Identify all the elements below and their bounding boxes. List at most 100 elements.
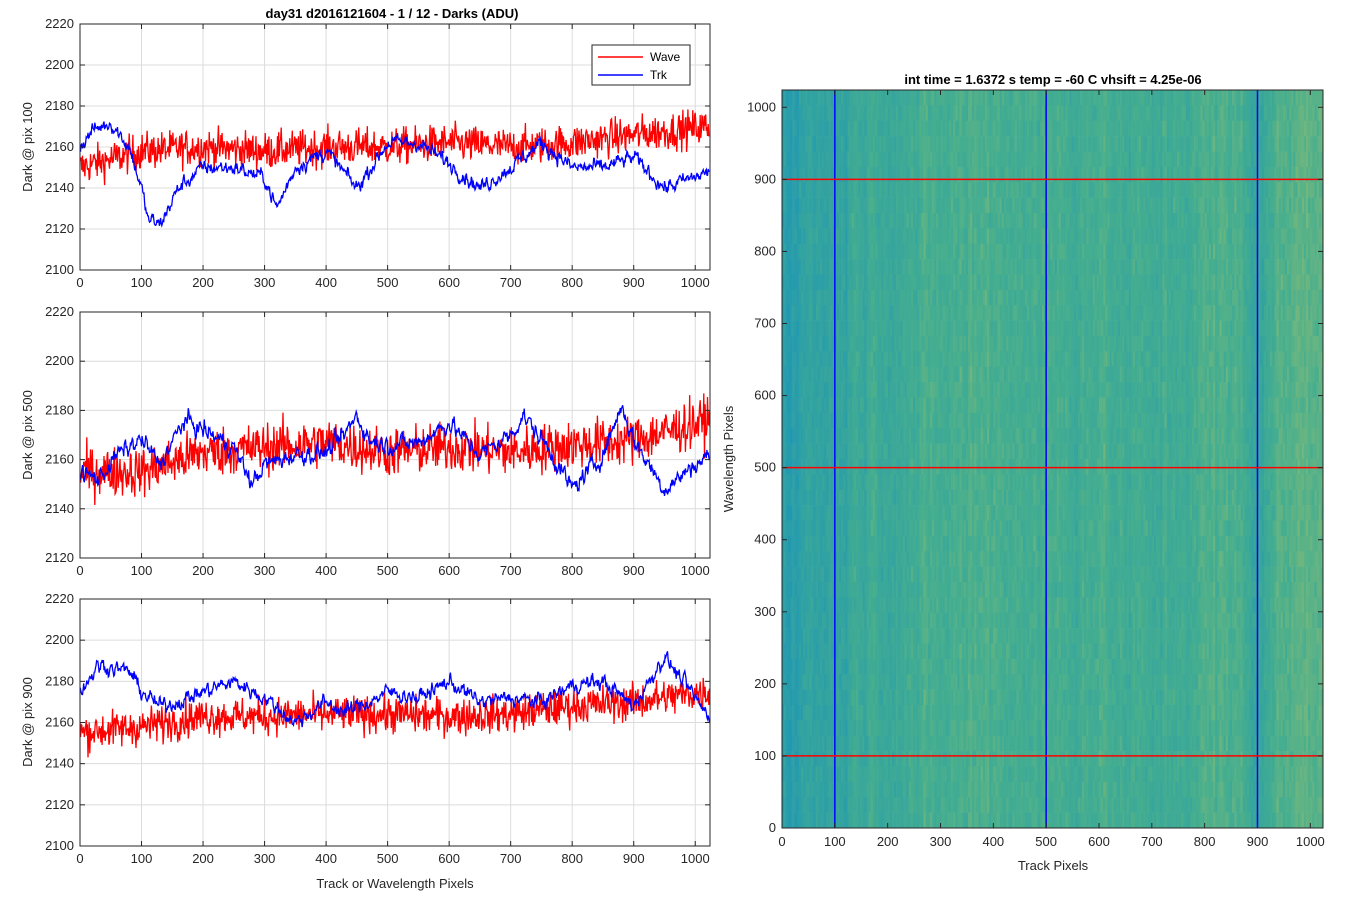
heatmap-cell bbox=[866, 151, 869, 168]
heatmap-cell bbox=[921, 259, 924, 275]
heatmap-cell bbox=[1208, 228, 1212, 245]
heatmap-cell bbox=[794, 274, 798, 291]
heatmap-cell bbox=[1147, 197, 1151, 214]
heatmap-cell bbox=[1194, 274, 1197, 291]
heatmap-cell bbox=[1187, 120, 1191, 137]
heatmap-cell bbox=[972, 259, 975, 275]
heatmap-cell bbox=[1272, 259, 1275, 275]
heatmap-cell bbox=[1105, 90, 1108, 106]
heatmap-cell bbox=[1113, 289, 1117, 306]
heatmap-cell bbox=[1232, 259, 1235, 275]
heatmap-cell bbox=[1257, 305, 1260, 321]
heatmap-cell bbox=[1048, 320, 1051, 337]
heatmap-cell bbox=[944, 366, 948, 383]
heatmap-cell bbox=[982, 197, 986, 214]
heatmap-cell bbox=[1276, 336, 1279, 352]
heatmap-cell bbox=[1268, 182, 1271, 198]
heatmap-cell bbox=[807, 289, 810, 306]
heatmap-cell bbox=[881, 90, 884, 106]
heatmap-cell bbox=[1238, 105, 1241, 122]
heatmap-cell bbox=[1122, 197, 1125, 214]
heatmap-cell bbox=[1101, 105, 1104, 122]
heatmap-cell bbox=[1086, 289, 1089, 306]
heatmap-cell bbox=[1238, 320, 1241, 337]
heatmap-cell bbox=[1014, 120, 1017, 137]
heatmap-cell bbox=[879, 336, 882, 352]
heatmap-cell bbox=[1263, 105, 1267, 122]
heatmap-cell bbox=[1191, 105, 1195, 122]
heatmap-cell bbox=[993, 243, 996, 260]
heatmap-cell bbox=[906, 120, 910, 137]
heatmap-cell bbox=[792, 289, 795, 306]
heatmap-cell bbox=[898, 259, 901, 275]
y-tick-label: 2220 bbox=[45, 304, 74, 319]
heatmap-cell bbox=[1166, 320, 1170, 337]
heatmap-cell bbox=[1035, 351, 1038, 368]
heatmap-cell bbox=[877, 320, 880, 337]
heatmap-cell bbox=[853, 166, 857, 183]
heatmap-cell bbox=[959, 243, 962, 260]
heatmap-cell bbox=[847, 182, 850, 198]
heatmap-cell bbox=[980, 366, 984, 383]
heatmap-cell bbox=[1225, 336, 1229, 352]
heatmap-cell bbox=[993, 351, 996, 368]
heatmap-cell bbox=[798, 289, 802, 306]
heatmap-cell bbox=[921, 228, 924, 245]
heatmap-cell bbox=[1115, 166, 1119, 183]
heatmap-cell bbox=[1001, 120, 1005, 137]
heatmap-cell bbox=[1052, 289, 1055, 306]
heatmap-cell bbox=[1088, 305, 1091, 321]
heatmap-cell bbox=[1306, 305, 1309, 321]
heatmap-cell bbox=[807, 243, 810, 260]
heatmap-cell bbox=[925, 351, 929, 368]
heatmap-cell bbox=[1249, 289, 1252, 306]
heatmap-cell bbox=[834, 136, 838, 152]
heatmap-cell bbox=[948, 90, 952, 106]
heatmap-cell bbox=[1082, 305, 1085, 321]
heatmap-cell bbox=[915, 228, 918, 245]
heatmap-cell bbox=[1025, 289, 1028, 306]
heatmap-cell bbox=[1232, 213, 1235, 229]
heatmap-cell bbox=[885, 90, 888, 106]
heatmap-cell bbox=[1128, 197, 1131, 214]
heatmap-cell bbox=[1111, 197, 1115, 214]
heatmap-cell bbox=[1050, 305, 1053, 321]
heatmap-cell bbox=[786, 166, 789, 183]
heatmap-cell bbox=[1039, 120, 1043, 137]
heatmap-cell bbox=[786, 320, 789, 337]
heatmap-cell bbox=[1238, 274, 1241, 291]
heatmap-cell bbox=[1115, 351, 1119, 368]
heatmap-cell bbox=[906, 213, 910, 229]
heatmap-cell bbox=[1274, 243, 1277, 260]
heatmap-cell bbox=[786, 336, 789, 352]
heatmap-cell bbox=[1166, 305, 1170, 321]
heatmap-cell bbox=[1223, 182, 1227, 198]
heatmap-cell bbox=[1240, 120, 1243, 137]
heatmap-cell bbox=[1137, 182, 1140, 198]
heatmap-cell bbox=[1139, 120, 1142, 137]
heatmap-cell bbox=[1204, 166, 1208, 183]
heatmap-cell bbox=[1299, 274, 1303, 291]
heatmap-cell bbox=[1067, 274, 1070, 291]
heatmap-cell bbox=[820, 213, 823, 229]
heatmap-cell bbox=[946, 228, 950, 245]
heatmap-cell bbox=[1008, 259, 1011, 275]
heatmap-cell bbox=[1253, 351, 1256, 368]
heatmap-cell bbox=[784, 213, 787, 229]
heatmap-cell bbox=[1037, 289, 1041, 306]
heatmap-cell bbox=[811, 336, 814, 352]
heatmap-cell bbox=[782, 320, 785, 337]
heatmap-cell bbox=[1016, 320, 1019, 337]
heatmap-cell bbox=[830, 151, 834, 168]
heatmap-cell bbox=[938, 289, 941, 306]
heatmap-cell bbox=[1096, 120, 1100, 137]
heatmap-cell bbox=[792, 90, 795, 106]
heatmap-cell bbox=[1069, 213, 1072, 229]
heatmap-cell bbox=[1063, 320, 1066, 337]
heatmap-cell bbox=[919, 90, 922, 106]
heatmap-cell bbox=[1103, 213, 1106, 229]
heatmap-cell bbox=[1232, 228, 1235, 245]
heatmap-cell bbox=[900, 151, 903, 168]
heatmap-cell bbox=[910, 228, 914, 245]
heatmap-cell bbox=[948, 305, 952, 321]
